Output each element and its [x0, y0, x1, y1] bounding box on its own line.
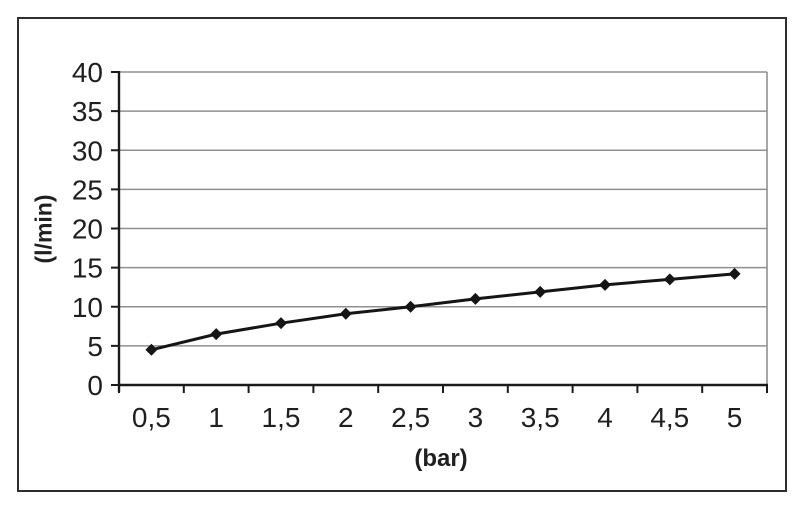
chart-frame [17, 17, 787, 492]
x-tick-label: 2,5 [391, 402, 430, 433]
x-tick-label: 3 [468, 402, 484, 433]
x-tick-label: 1,5 [262, 402, 301, 433]
x-tick-label: 1 [208, 402, 224, 433]
data-point-marker [469, 292, 482, 305]
x-axis-title: (bar) [414, 445, 468, 472]
x-tick-label: 0,5 [132, 402, 171, 433]
y-tick-label: 0 [87, 370, 103, 401]
data-point-marker [534, 285, 547, 298]
data-point-marker [145, 343, 158, 356]
y-tick-label: 5 [87, 331, 103, 362]
x-tick-label: 4,5 [650, 402, 689, 433]
y-tick-label: 35 [72, 96, 103, 127]
x-tick-label: 5 [727, 402, 743, 433]
series-line [151, 272, 735, 352]
x-tick-label: 2 [338, 402, 354, 433]
data-point-marker [599, 278, 611, 291]
x-tick-label: 4 [597, 402, 613, 433]
y-tick-label: 10 [72, 292, 103, 323]
data-point-marker [275, 317, 287, 330]
y-tick-label: 20 [72, 214, 103, 245]
y-tick-label: 25 [72, 174, 103, 205]
x-tick-label: 3,5 [521, 402, 560, 433]
y-axis-title: (l/min) [30, 194, 57, 264]
data-point-marker [663, 273, 676, 286]
data-point-marker [210, 328, 223, 341]
data-point-marker [728, 267, 741, 280]
data-point-marker [339, 307, 352, 320]
y-tick-label: 40 [72, 57, 103, 88]
y-tick-label: 30 [72, 135, 103, 166]
y-tick-label: 15 [72, 253, 103, 284]
data-point-marker [404, 300, 417, 313]
